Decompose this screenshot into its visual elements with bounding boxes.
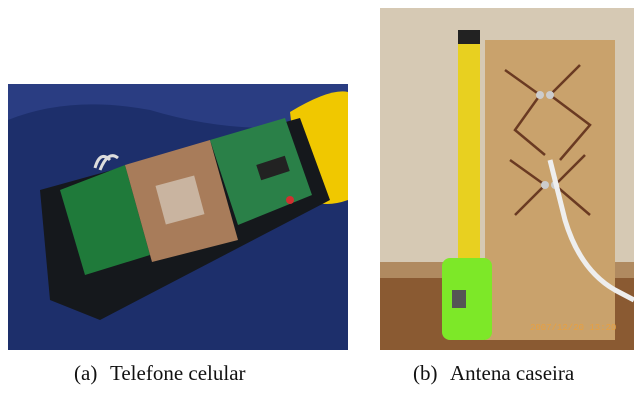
caption-label: (b) bbox=[413, 361, 438, 385]
caption: Telefone celular bbox=[110, 361, 246, 385]
board bbox=[485, 40, 615, 340]
figure: 2007/12/20 13:20 (a) Telefone celular (b… bbox=[0, 0, 634, 394]
connector bbox=[536, 91, 544, 99]
photo-b: 2007/12/20 13:20 bbox=[380, 8, 634, 350]
page: 2007/12/20 13:20 (a) Telefone celular (b… bbox=[0, 0, 634, 394]
caption-label: (a) bbox=[74, 361, 97, 385]
led bbox=[286, 196, 294, 204]
photo-timestamp: 2007/12/20 13:20 bbox=[530, 323, 616, 333]
tape-lock bbox=[452, 290, 466, 308]
photo-a bbox=[8, 84, 348, 350]
connector bbox=[541, 181, 549, 189]
tape-tip bbox=[458, 30, 480, 44]
connector bbox=[546, 91, 554, 99]
tape-case bbox=[442, 258, 492, 340]
caption: Antena caseira bbox=[450, 361, 575, 385]
tape-measure bbox=[458, 30, 480, 270]
